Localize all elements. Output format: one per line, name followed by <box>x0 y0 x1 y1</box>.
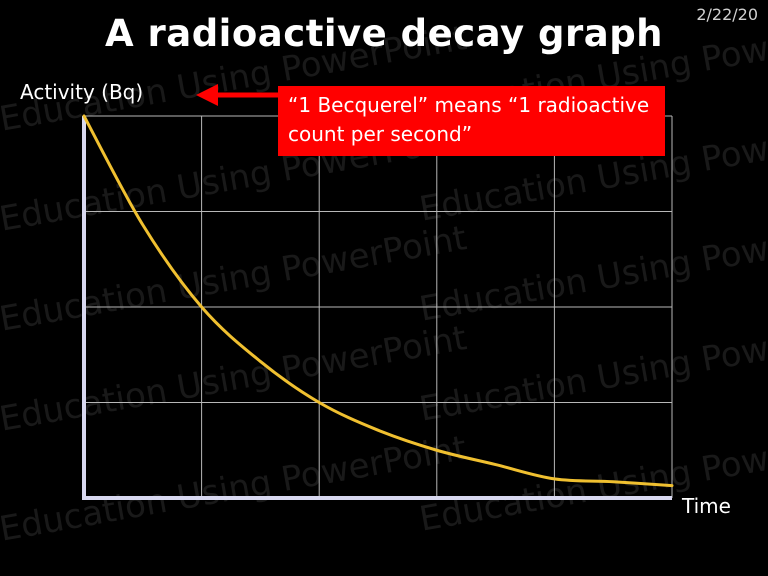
slide-title: A radioactive decay graph <box>104 12 664 55</box>
x-axis-label: Time <box>682 494 731 518</box>
callout-arrow <box>196 84 278 106</box>
chart-grid <box>84 115 673 498</box>
callout-arrow-head <box>196 84 218 106</box>
decay-curve-line <box>82 114 674 488</box>
chart-axes <box>82 116 672 500</box>
becquerel-callout-box: “1 Becquerel” means “1 radioactive count… <box>278 86 665 156</box>
y-axis-label: Activity (Bq) <box>20 80 144 104</box>
callout-text: “1 Becquerel” means “1 radioactive count… <box>288 93 650 146</box>
slide-date: 2/22/20 <box>696 5 758 24</box>
